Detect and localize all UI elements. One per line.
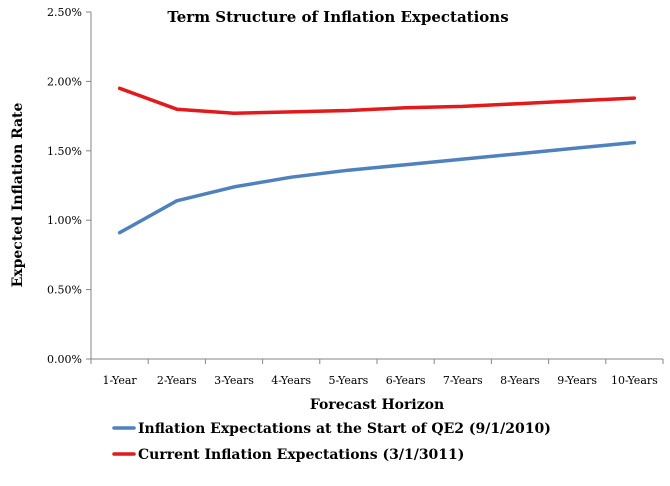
legend-label-1: Inflation Expectations at the Start of Q… [138, 421, 551, 437]
x-tick-label: 9-Years [557, 374, 597, 387]
y-axis-title: Expected Inflation Rate [10, 102, 26, 287]
y-tick-label: 0.50% [47, 284, 82, 297]
x-tick-label: 3-Years [214, 374, 254, 387]
x-tick-label: 1-Year [103, 374, 138, 387]
x-tick-label: 4-Years [271, 374, 311, 387]
x-tick-label: 2-Years [157, 374, 197, 387]
y-tick-label: 1.00% [47, 214, 82, 227]
y-tick-label: 2.50% [47, 6, 82, 19]
chart-title: Term Structure of Inflation Expectations [167, 8, 508, 26]
legend-label-2: Current Inflation Expectations (3/1/3011… [138, 447, 464, 463]
x-axis-title: Forecast Horizon [310, 397, 444, 413]
tick-labels: 0.00% 0.50% 1.00% 1.50% 2.00% 2.50% 1-Year 2-Ye… [47, 6, 658, 387]
x-tick-label: 8-Years [500, 374, 540, 387]
axes [86, 11, 664, 364]
series-line-2 [117, 86, 637, 116]
x-tick-label: 10-Years [611, 374, 658, 387]
series-line-1 [117, 140, 637, 235]
x-tick-label: 6-Years [386, 374, 426, 387]
legend: Inflation Expectations at the Start of Q… [112, 421, 551, 463]
x-tick-label: 5-Years [329, 374, 369, 387]
y-tick-label: 2.00% [47, 75, 82, 88]
y-tick-label: 0.00% [47, 353, 82, 366]
y-tick-label: 1.50% [47, 145, 82, 158]
x-tick-label: 7-Years [443, 374, 483, 387]
series-lines [117, 86, 637, 235]
